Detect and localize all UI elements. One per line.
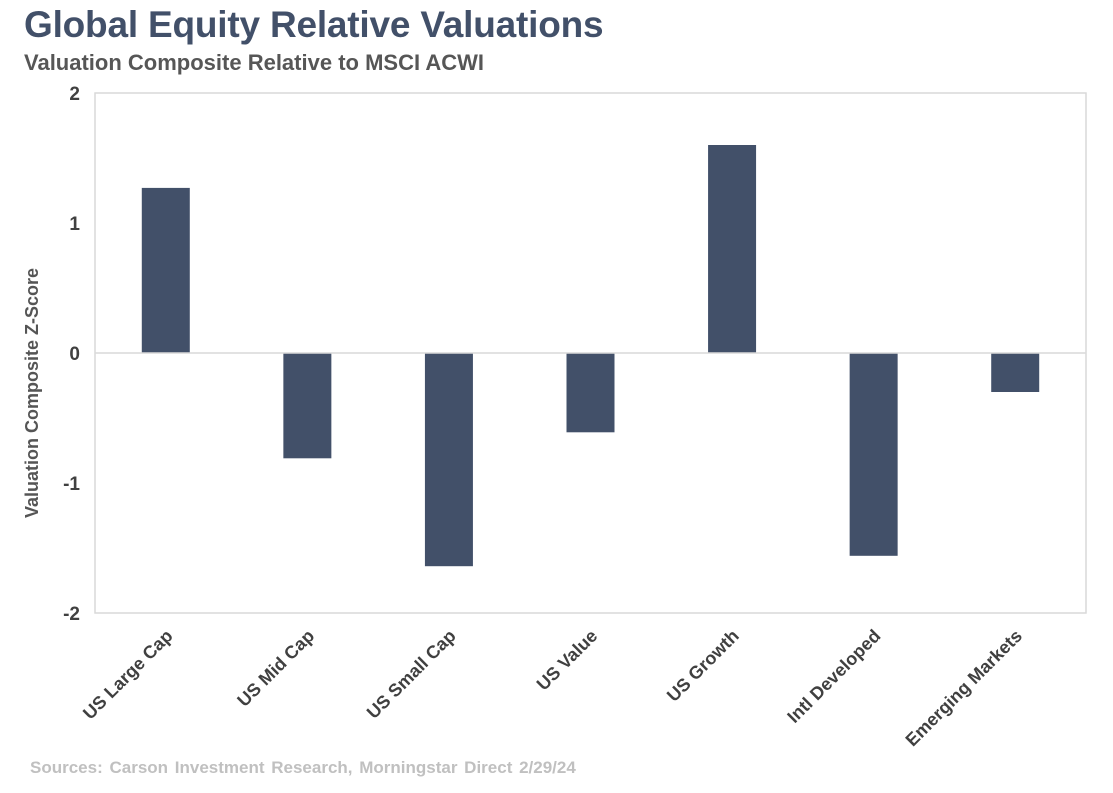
y-tick-label: -1 [63, 474, 80, 495]
y-tick-label: 0 [69, 344, 80, 365]
y-axis-title: Valuation Composite Z-Score [22, 268, 42, 518]
chart-title: Global Equity Relative Valuations [24, 4, 604, 45]
bar [283, 353, 332, 459]
y-tick-label: 2 [69, 84, 80, 105]
x-category-label: US Mid Cap [233, 626, 318, 711]
x-category-label: US Value [533, 626, 602, 695]
bar-series [141, 145, 1040, 567]
x-category-label: Emerging Markets [902, 626, 1026, 750]
x-axis-category-labels: US Large Cap US Mid Cap US Small Cap US Val… [79, 626, 1026, 750]
bar [566, 353, 615, 433]
bar [141, 187, 190, 353]
y-axis-ticks: -2 -1 0 1 2 [63, 84, 80, 625]
x-category-label: US Growth [663, 626, 743, 706]
x-category-label: US Large Cap [79, 626, 177, 724]
y-tick-label: 1 [69, 214, 80, 235]
bar [424, 353, 473, 567]
x-category-label: US Small Cap [363, 626, 460, 723]
y-tick-label: -2 [63, 604, 80, 625]
chart-subtitle: Valuation Composite Relative to MSCI ACW… [24, 50, 485, 75]
source-note: Sources: Carson Investment Research, Mor… [30, 758, 576, 777]
x-category-label: Intl Developed [783, 626, 884, 727]
bar [708, 145, 757, 353]
bar [991, 353, 1040, 392]
bar [849, 353, 898, 556]
